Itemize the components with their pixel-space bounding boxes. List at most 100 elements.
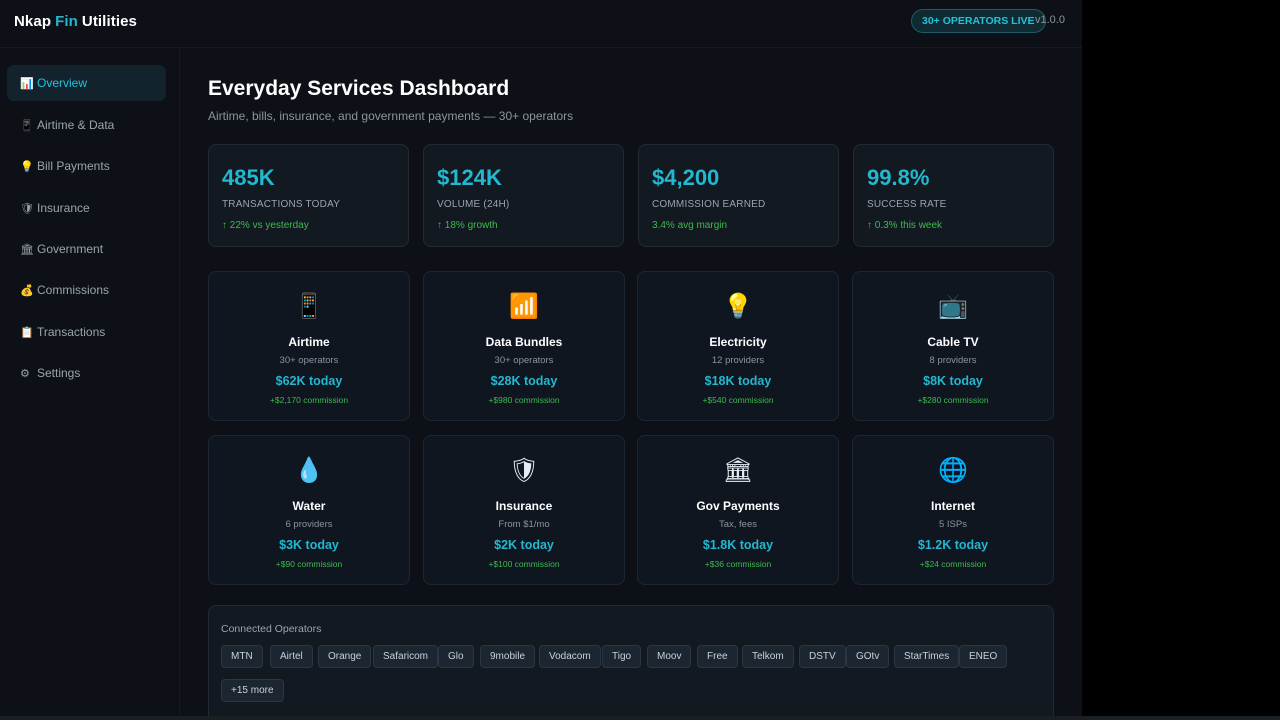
service-name: Internet [930,499,975,513]
service-commission: +$2,170 commission [269,395,349,405]
sidebar-item-airtime-data[interactable]: 📱 Airtime & Data [7,107,166,143]
operators-title: Connected Operators [221,623,322,635]
stat-change: 3.4% avg margin [652,220,728,231]
operator-chip-tigo[interactable]: Tigo [602,645,642,668]
stat-value: 99.8% [867,165,930,190]
service-providers: 6 providers [285,519,333,530]
service-card-cable-tv[interactable]: 📺 Cable TV 8 providers $8K today +$280 c… [852,271,1054,421]
operator-chip-free[interactable]: Free [697,645,738,668]
service-providers: From $1/mo [498,519,550,530]
service-card-water[interactable]: 💧 Water 6 providers $3K today +$90 commi… [208,435,410,585]
brand-name: Nkap [14,13,52,30]
shield-icon: 🛡 [508,457,540,484]
stat-value: 485K [222,165,275,190]
sidebar-item-transactions[interactable]: 📋 Transactions [7,314,166,350]
service-name: Cable TV [927,335,979,349]
brand-logo[interactable]: Nkap Fin Utilities [14,13,137,30]
bank-icon: 🏛 [20,243,34,256]
service-today: $18K today [704,374,772,388]
sidebar-item-insurance[interactable]: 🛡 Insurance [7,190,166,226]
operator-chip-airtel[interactable]: Airtel [270,645,313,668]
service-providers: 12 providers [711,355,765,366]
stat-change: ↑ 18% growth [437,220,498,231]
service-today: $2K today [494,538,554,552]
chart-icon: 📊 [20,77,34,90]
service-providers: 30+ operators [494,355,554,366]
operator-chip-glo[interactable]: Glo [438,645,474,668]
sidebar-item-label: Settings [37,366,81,380]
service-commission: +$980 commission [488,395,560,405]
shield-icon: 🛡 [20,202,34,215]
sidebar: 📊 Overview 📱 Airtime & Data 💡 Bill Payme… [0,49,180,720]
operator-chip-orange[interactable]: Orange [318,645,372,668]
sidebar-item-label: Airtime & Data [37,118,115,132]
sidebar-item-label: Transactions [37,325,106,339]
service-providers: 5 ISPs [939,519,967,530]
lightbulb-icon: 💡 [723,293,753,320]
service-today: $1.2K today [917,538,989,552]
service-commission: +$100 commission [488,559,560,569]
service-name: Airtime [288,335,330,349]
service-card-internet[interactable]: 🌐 Internet 5 ISPs $1.2K today +$24 commi… [852,435,1054,585]
sidebar-item-overview[interactable]: 📊 Overview [7,65,166,101]
globe-icon: 🌐 [938,457,968,484]
water-drop-icon: 💧 [294,457,324,484]
sidebar-item-label: Government [37,242,104,256]
stat-label: COMMISSION EARNED [652,199,766,210]
stat-label: SUCCESS RATE [867,199,947,210]
signal-bars-icon: 📶 [509,293,539,320]
operator-chip-more[interactable]: +15 more [221,679,284,702]
service-name: Gov Payments [696,499,780,513]
service-name: Electricity [709,335,767,349]
operator-chip-telkom[interactable]: Telkom [742,645,794,668]
service-name: Data Bundles [485,335,563,349]
stat-card-commission: $4,200 COMMISSION EARNED 3.4% avg margin [638,144,839,247]
service-card-insurance[interactable]: 🛡 Insurance From $1/mo $2K today +$100 c… [423,435,625,585]
operator-chip-9mobile[interactable]: 9mobile [480,645,536,668]
operator-chip-dstv[interactable]: DSTV [799,645,846,668]
stat-label: VOLUME (24H) [437,199,510,210]
service-card-electricity[interactable]: 💡 Electricity 12 providers $18K today +$… [637,271,839,421]
service-commission: +$36 commission [704,559,772,569]
version-label: v1.0.0 [1035,14,1065,26]
service-today: $8K today [923,374,983,388]
service-card-airtime[interactable]: 📱 Airtime 30+ operators $62K today +$2,1… [208,271,410,421]
top-bar: Nkap Fin Utilities 30+ OPERATORS LIVE v1.0… [0,0,1082,48]
sidebar-item-bill-payments[interactable]: 💡 Bill Payments [7,148,166,184]
sidebar-item-label: Overview [37,76,88,90]
operator-chip-startimes[interactable]: StarTimes [894,645,960,668]
service-name: Water [292,499,326,513]
operator-chip-gotv[interactable]: GOtv [846,645,890,668]
operator-chip-moov[interactable]: Moov [647,645,692,668]
service-today: $1.8K today [702,538,774,552]
operator-chip-safaricom[interactable]: Safaricom [373,645,439,668]
service-providers: 30+ operators [279,355,339,366]
service-today: $62K today [275,374,343,388]
service-commission: +$24 commission [919,559,987,569]
sidebar-item-commissions[interactable]: 💰 Commissions [7,272,166,308]
service-name: Insurance [495,499,553,513]
stat-card-volume: $124K VOLUME (24H) ↑ 18% growth [423,144,624,247]
operator-chip-mtn[interactable]: MTN [221,645,263,668]
gear-icon: ⚙ [20,367,30,380]
sidebar-item-settings[interactable]: ⚙ Settings [7,355,166,391]
sidebar-item-government[interactable]: 🏛 Government [7,231,166,267]
app-window: Nkap Fin Utilities 30+ OPERATORS LIVE v1.0… [0,0,1082,720]
service-commission: +$90 commission [275,559,343,569]
stat-card-success-rate: 99.8% SUCCESS RATE ↑ 0.3% this week [853,144,1054,247]
stat-value: $4,200 [652,165,720,190]
phone-icon: 📱 [294,293,324,320]
operator-chip-eneo[interactable]: ENEO [959,645,1008,668]
service-today: $28K today [490,374,558,388]
connected-operators-panel: Connected Operators MTN Airtel Orange Sa… [208,605,1054,720]
bottom-divider [0,716,1280,720]
sidebar-item-label: Insurance [37,201,90,215]
operator-chip-vodacom[interactable]: Vodacom [539,645,601,668]
page-subtitle: Airtime, bills, insurance, and governmen… [208,109,574,123]
clipboard-icon: 📋 [20,326,34,339]
stat-change: ↑ 0.3% this week [867,220,943,231]
stat-change: ↑ 22% vs yesterday [222,220,309,231]
brand-suffix: Utilities [81,13,137,30]
service-card-gov-payments[interactable]: 🏛 Gov Payments Tax, fees $1.8K today +$3… [637,435,839,585]
service-card-data-bundles[interactable]: 📶 Data Bundles 30+ operators $28K today … [423,271,625,421]
